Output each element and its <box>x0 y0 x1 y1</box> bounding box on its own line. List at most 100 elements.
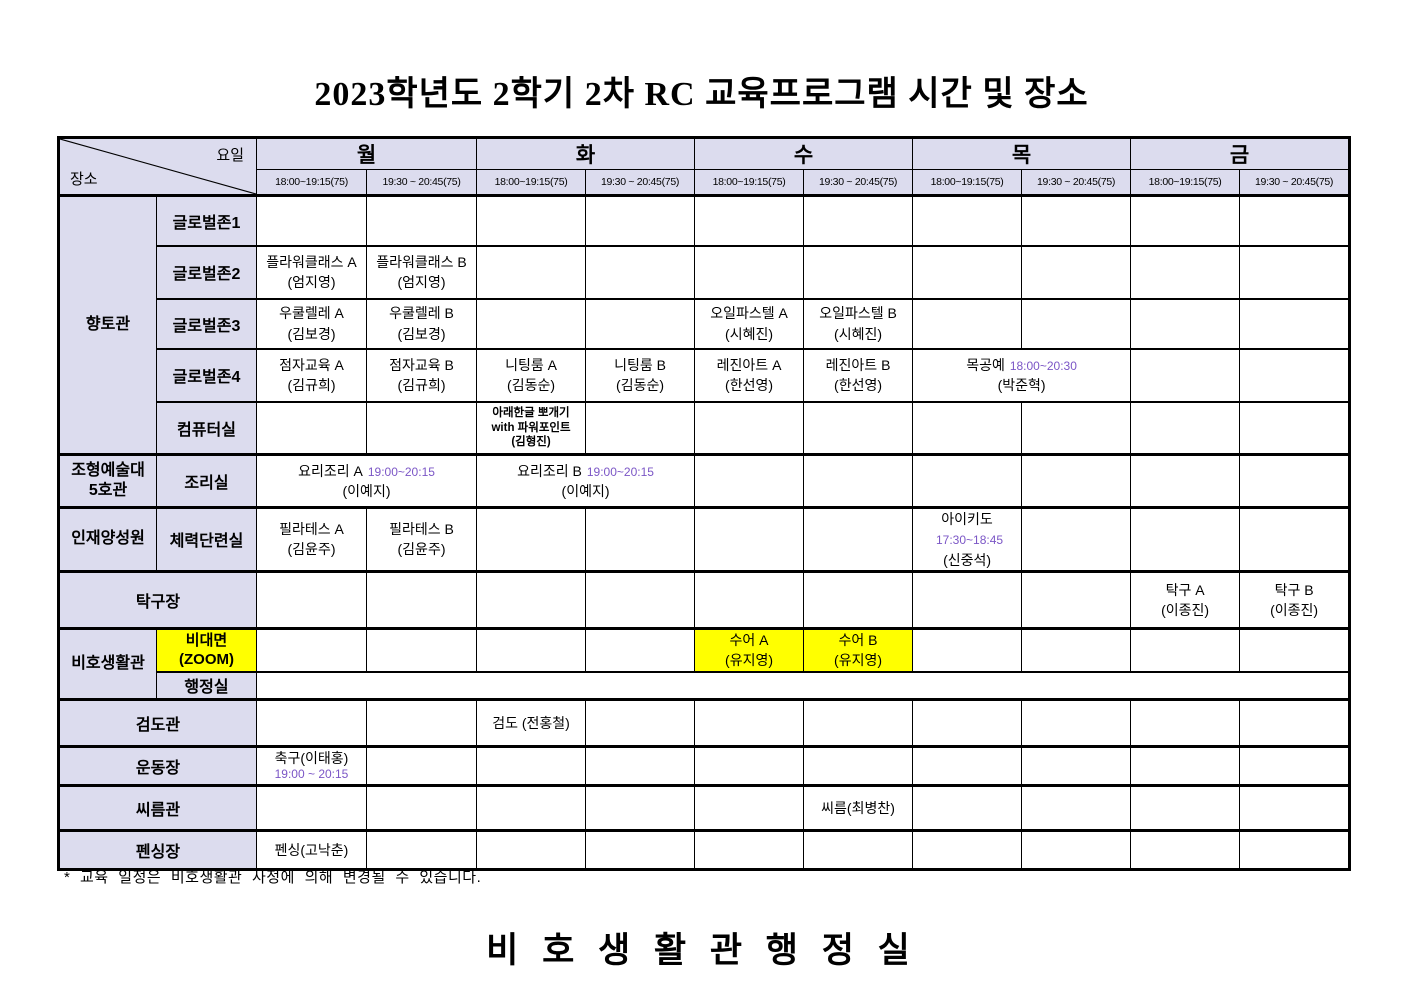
empty-cell <box>1130 297 1241 349</box>
program-name: 펜싱(고낙춘) <box>274 842 349 859</box>
empty-cell <box>256 569 367 629</box>
empty-cell <box>1021 244 1132 299</box>
day-header-thu: 목 <box>912 137 1132 170</box>
empty-cell <box>1130 244 1241 299</box>
program-name: 오일파스텔 B <box>819 305 897 322</box>
program-person: (김보경) <box>397 325 446 342</box>
empty-cell <box>1021 784 1132 832</box>
program-person: (이예지) <box>342 483 391 500</box>
empty-cell <box>912 784 1023 832</box>
page-title: 2023학년도 2학기 2차 RC 교육프로그램 시간 및 장소 <box>314 76 1089 113</box>
room-globalzone3: 글로벌존3 <box>156 297 257 349</box>
room-globalzone2: 글로벌존2 <box>156 244 257 299</box>
empty-cell <box>912 244 1023 299</box>
time-header-wed1: 18:00~19:15(75) <box>694 169 805 196</box>
program-person: (한선영) <box>725 377 774 393</box>
empty-cell <box>1130 829 1241 871</box>
room-kendo-hall: 검도관 <box>58 698 257 748</box>
room-fitness: 체력단련실 <box>156 506 257 572</box>
room-zoom: 비대면 (ZOOM) <box>156 626 257 673</box>
empty-cell <box>1021 506 1132 572</box>
room-globalzone1: 글로벌존1 <box>156 194 257 246</box>
empty-cell <box>1130 453 1241 508</box>
program-name: 수어 A <box>729 631 769 648</box>
time-header-mon1: 18:00~19:15(75) <box>256 169 367 196</box>
program-name: 탁구 B <box>1274 581 1314 598</box>
empty-cell <box>1239 297 1351 349</box>
empty-cell <box>1021 400 1132 455</box>
empty-cell <box>1239 698 1351 748</box>
empty-cell <box>365 400 478 455</box>
cell-pilates-b: 필라테스 B (김윤주) <box>365 506 478 572</box>
building-biho: 비호생활관 <box>58 626 157 701</box>
program-name: 탁구 A <box>1165 581 1205 598</box>
room-admin: 행정실 <box>156 670 257 701</box>
program-name: 필라테스 B <box>389 521 454 538</box>
program-name: 수어 B <box>838 631 878 648</box>
empty-cell <box>1239 453 1351 508</box>
program-person: (시혜진) <box>725 325 774 342</box>
empty-cell <box>1239 506 1351 572</box>
cell-pilates-a: 필라테스 A (김윤주) <box>256 506 367 572</box>
empty-cell <box>256 784 367 832</box>
program-person: (김형진) <box>511 435 551 448</box>
empty-cell <box>256 626 367 673</box>
time-header-wed2: 19:30 ~ 20:45(75) <box>803 169 914 196</box>
empty-cell <box>1239 400 1351 455</box>
empty-cell <box>585 244 696 299</box>
empty-cell <box>912 297 1023 349</box>
empty-cell <box>476 829 587 871</box>
empty-cell <box>476 506 587 572</box>
day-header-wed: 수 <box>694 137 914 170</box>
empty-cell <box>585 698 696 748</box>
program-name: 필라테스 A <box>279 521 344 538</box>
empty-cell <box>365 784 478 832</box>
empty-cell <box>585 400 696 455</box>
program-person: (김윤주) <box>397 541 446 558</box>
empty-cell <box>912 698 1023 748</box>
program-person: (유지영) <box>834 652 883 669</box>
schedule-table: 요일 장소 월 화 수 목 금 18:00~19:15(75) 19:30 ~ … <box>57 136 1352 872</box>
cell-resinart-a: 레진아트 A (한선영) <box>694 347 805 402</box>
empty-cell <box>365 569 478 629</box>
program-name: 오일파스텔 A <box>710 305 788 322</box>
program-person: (시혜진) <box>834 325 883 342</box>
room-computer: 컴퓨터실 <box>156 400 257 455</box>
program-time: 19:00~20:15 <box>586 464 654 479</box>
time-header-thu1: 18:00~19:15(75) <box>912 169 1023 196</box>
cell-signlanguage-b: 수어 B (유지영) <box>803 626 914 673</box>
empty-cell <box>585 784 696 832</box>
empty-cell <box>1130 698 1241 748</box>
empty-cell <box>694 244 805 299</box>
empty-cell <box>803 829 914 871</box>
empty-cell <box>1130 194 1241 246</box>
empty-cell <box>694 400 805 455</box>
empty-cell <box>1239 194 1351 246</box>
cell-oilpastel-a: 오일파스텔 A (시혜진) <box>694 297 805 349</box>
room-zoom-line1: 비대면 <box>185 631 228 649</box>
empty-cell <box>1239 626 1351 673</box>
cell-hangul-class: 아래한글 뽀개기 with 파워포인트 (김형진) <box>476 400 587 455</box>
cell-fencing: 펜싱(고낙춘) <box>256 829 367 871</box>
cell-cooking-a: 요리조리 A 19:00~20:15 (이예지) <box>255 453 478 508</box>
empty-cell <box>1021 297 1132 349</box>
corner-label-day: 요일 <box>216 147 244 164</box>
empty-cell <box>1130 784 1241 832</box>
program-person: (김동순) <box>616 377 664 393</box>
cell-admin-week <box>255 670 1351 701</box>
empty-cell <box>476 244 587 299</box>
program-name: 플라워클래스 A <box>266 253 357 270</box>
empty-cell <box>912 569 1023 629</box>
cell-ukulele-b: 우쿨렐레 B (김보경) <box>365 297 478 349</box>
program-name: 니팅룸 A <box>505 356 557 373</box>
program-name: 축구(이태홍) <box>274 750 349 767</box>
time-header-thu2: 19:30 ~ 20:45(75) <box>1021 169 1132 196</box>
empty-cell <box>1130 745 1241 787</box>
program-person: (김윤주) <box>287 541 336 558</box>
program-person: (이종진) <box>1161 601 1210 618</box>
empty-cell <box>803 453 914 508</box>
cell-resinart-b: 레진아트 B (한선영) <box>803 347 914 402</box>
empty-cell <box>476 297 587 349</box>
cell-tabletennis-a: 탁구 A (이종진) <box>1130 569 1241 629</box>
